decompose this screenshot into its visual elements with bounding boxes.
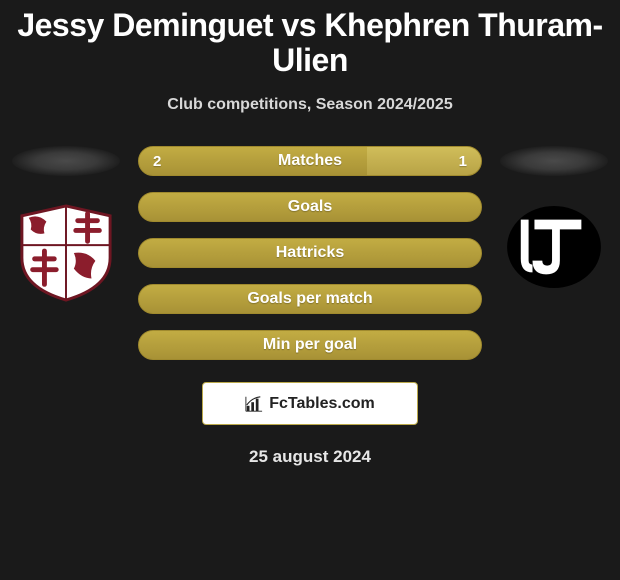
stat-label: Goals bbox=[288, 198, 332, 216]
left-player-col bbox=[6, 146, 126, 302]
club-badge-metz bbox=[17, 204, 115, 302]
club-badge-juventus bbox=[505, 204, 603, 290]
avatar-shadow-right bbox=[500, 146, 608, 176]
stat-bar-goals: Goals bbox=[138, 192, 482, 222]
stat-label: Hattricks bbox=[276, 244, 344, 262]
right-player-col bbox=[494, 146, 614, 290]
stat-label: Matches bbox=[278, 152, 342, 170]
stat-bar-goals-per-match: Goals per match bbox=[138, 284, 482, 314]
stat-value-left: 2 bbox=[153, 153, 161, 170]
branding-label: FcTables.com bbox=[269, 395, 375, 413]
date-label: 25 august 2024 bbox=[0, 447, 620, 467]
stat-bar-matches: 2 Matches 1 bbox=[138, 146, 482, 176]
stat-bar-min-per-goal: Min per goal bbox=[138, 330, 482, 360]
branding-box[interactable]: FcTables.com bbox=[202, 382, 418, 425]
page-title: Jessy Deminguet vs Khephren Thuram-Ulien bbox=[0, 8, 620, 78]
stat-bar-hattricks: Hattricks bbox=[138, 238, 482, 268]
stat-value-right: 1 bbox=[459, 153, 467, 170]
bar-chart-icon bbox=[245, 395, 263, 413]
subtitle: Club competitions, Season 2024/2025 bbox=[0, 96, 620, 114]
stat-label: Goals per match bbox=[247, 290, 372, 308]
comparison-row: 2 Matches 1 Goals Hattricks Goals per ma… bbox=[0, 146, 620, 360]
stat-bars: 2 Matches 1 Goals Hattricks Goals per ma… bbox=[126, 146, 494, 360]
stat-label: Min per goal bbox=[263, 336, 357, 354]
avatar-shadow-left bbox=[12, 146, 120, 176]
